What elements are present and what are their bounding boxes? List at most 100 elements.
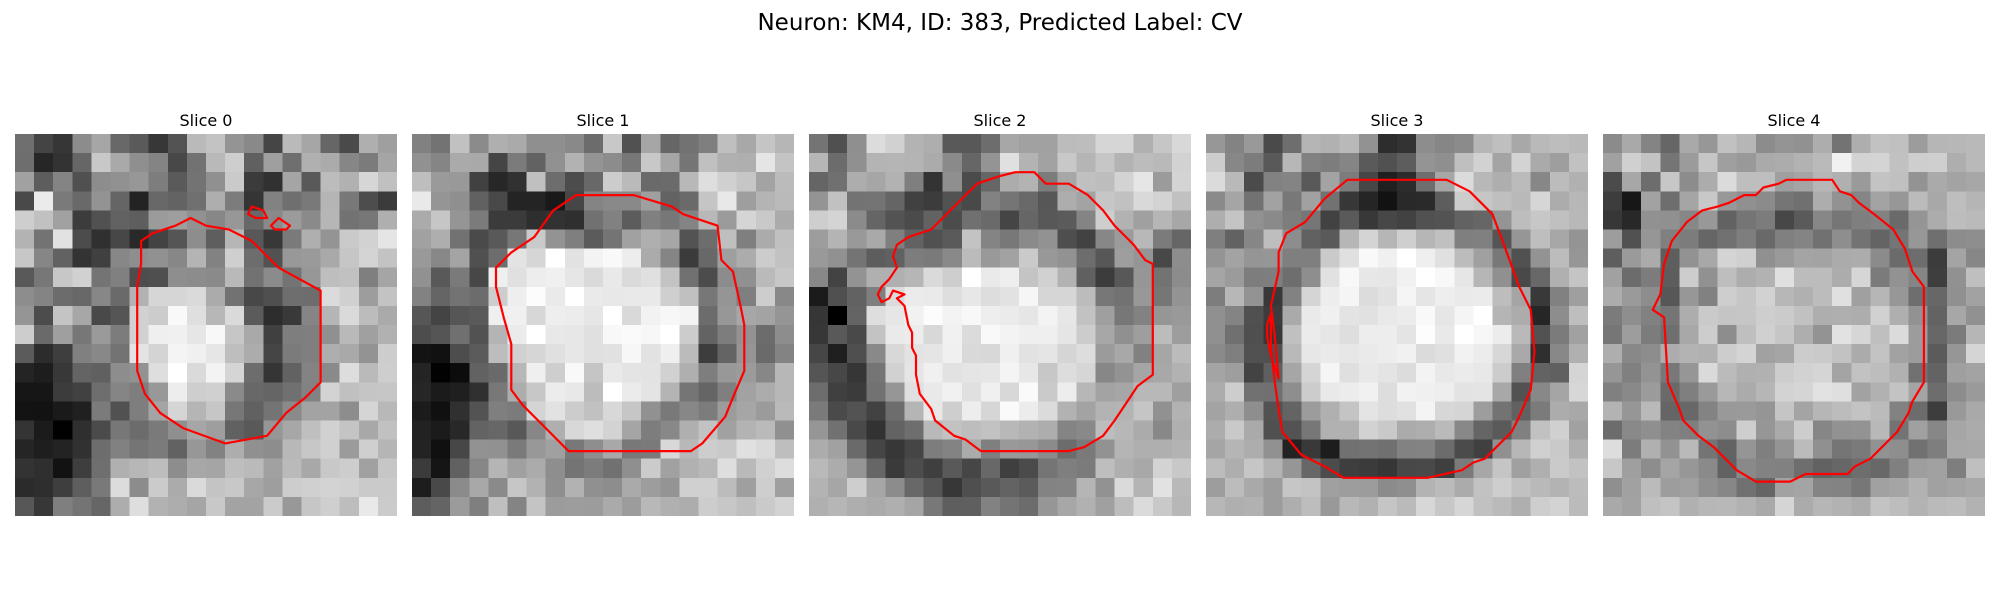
pixel xyxy=(526,267,547,288)
pixel xyxy=(641,344,661,364)
pixel xyxy=(1473,420,1494,441)
pixel xyxy=(1095,248,1116,269)
pixel xyxy=(1416,401,1436,422)
pixel xyxy=(1397,153,1417,173)
pixel xyxy=(1435,325,1455,345)
pixel xyxy=(110,344,131,364)
pixel xyxy=(1454,248,1474,269)
pixel xyxy=(320,248,341,269)
pixel xyxy=(15,458,35,479)
pixel xyxy=(717,363,738,383)
pixel xyxy=(53,267,73,288)
slice-panel-1: Slice 1 xyxy=(412,108,794,516)
pixel xyxy=(129,477,150,498)
pixel xyxy=(1377,344,1398,364)
pixel xyxy=(1832,344,1852,364)
pixel xyxy=(1171,401,1191,422)
pixel xyxy=(923,496,944,516)
pixel xyxy=(1076,344,1097,364)
pixel xyxy=(1339,344,1360,364)
pixel xyxy=(774,286,794,307)
pixel xyxy=(1206,248,1226,269)
pixel xyxy=(1435,210,1455,231)
pixel xyxy=(1416,248,1436,269)
pixel xyxy=(1813,305,1833,326)
pixel xyxy=(1568,477,1588,498)
pixel xyxy=(1511,477,1532,498)
pixel xyxy=(469,248,489,269)
pixel xyxy=(545,172,566,192)
pixel xyxy=(1339,134,1360,154)
pixel xyxy=(1076,496,1097,516)
pixel xyxy=(1965,229,1985,250)
pixel xyxy=(961,344,982,364)
pixel xyxy=(1282,325,1303,345)
pixel xyxy=(1755,344,1776,364)
pixel xyxy=(1851,267,1871,288)
pixel xyxy=(1152,286,1173,307)
pixel xyxy=(1339,229,1360,250)
pixel xyxy=(545,286,566,307)
pixel xyxy=(1641,153,1661,173)
pixel xyxy=(526,286,547,307)
pixel xyxy=(1622,496,1642,516)
pixel xyxy=(206,305,226,326)
pixel xyxy=(282,134,303,154)
pixel xyxy=(1263,382,1283,402)
pixel xyxy=(110,153,131,173)
pixel xyxy=(186,267,207,288)
pixel xyxy=(1152,305,1173,326)
pixel xyxy=(1095,305,1116,326)
pixel xyxy=(301,439,322,460)
pixel xyxy=(469,363,489,383)
pixel xyxy=(186,286,207,307)
pixel xyxy=(167,363,188,383)
pixel xyxy=(339,153,360,173)
pixel xyxy=(961,153,982,173)
pixel xyxy=(1946,305,1967,326)
pixel xyxy=(622,153,642,173)
slice-title: Slice 3 xyxy=(1370,111,1424,130)
pixel xyxy=(583,401,604,422)
pixel xyxy=(1832,153,1852,173)
pixel xyxy=(15,363,35,383)
pixel xyxy=(698,191,719,211)
pixel xyxy=(1870,325,1891,345)
pixel xyxy=(1454,305,1474,326)
pixel xyxy=(244,191,264,211)
pixel xyxy=(1339,477,1360,498)
pixel xyxy=(1397,401,1417,422)
pixel xyxy=(961,305,982,326)
pixel xyxy=(660,363,680,383)
pixel xyxy=(1057,496,1077,516)
pixel xyxy=(809,325,829,345)
pixel xyxy=(225,210,245,231)
pixel xyxy=(1774,401,1795,422)
pixel xyxy=(1000,172,1020,192)
pixel xyxy=(15,420,35,441)
pixel xyxy=(358,344,379,364)
pixel xyxy=(358,420,379,441)
pixel xyxy=(450,496,470,516)
pixel xyxy=(1301,191,1322,211)
pixel xyxy=(1736,382,1757,402)
pixel xyxy=(1244,458,1264,479)
pixel xyxy=(1641,191,1661,211)
pixel xyxy=(225,420,245,441)
pixel xyxy=(1114,344,1135,364)
pixel xyxy=(1152,496,1173,516)
pixel xyxy=(1152,458,1173,479)
pixel xyxy=(866,363,886,383)
pixel xyxy=(244,363,264,383)
pixel xyxy=(1397,286,1417,307)
pixel xyxy=(1225,267,1245,288)
pixel xyxy=(186,305,207,326)
pixel xyxy=(225,134,245,154)
pixel xyxy=(1114,248,1135,269)
pixel xyxy=(1377,363,1398,383)
pixel xyxy=(263,496,283,516)
pixel xyxy=(1114,496,1135,516)
pixel xyxy=(1946,191,1967,211)
pixel xyxy=(1244,382,1264,402)
pixel xyxy=(1133,286,1154,307)
